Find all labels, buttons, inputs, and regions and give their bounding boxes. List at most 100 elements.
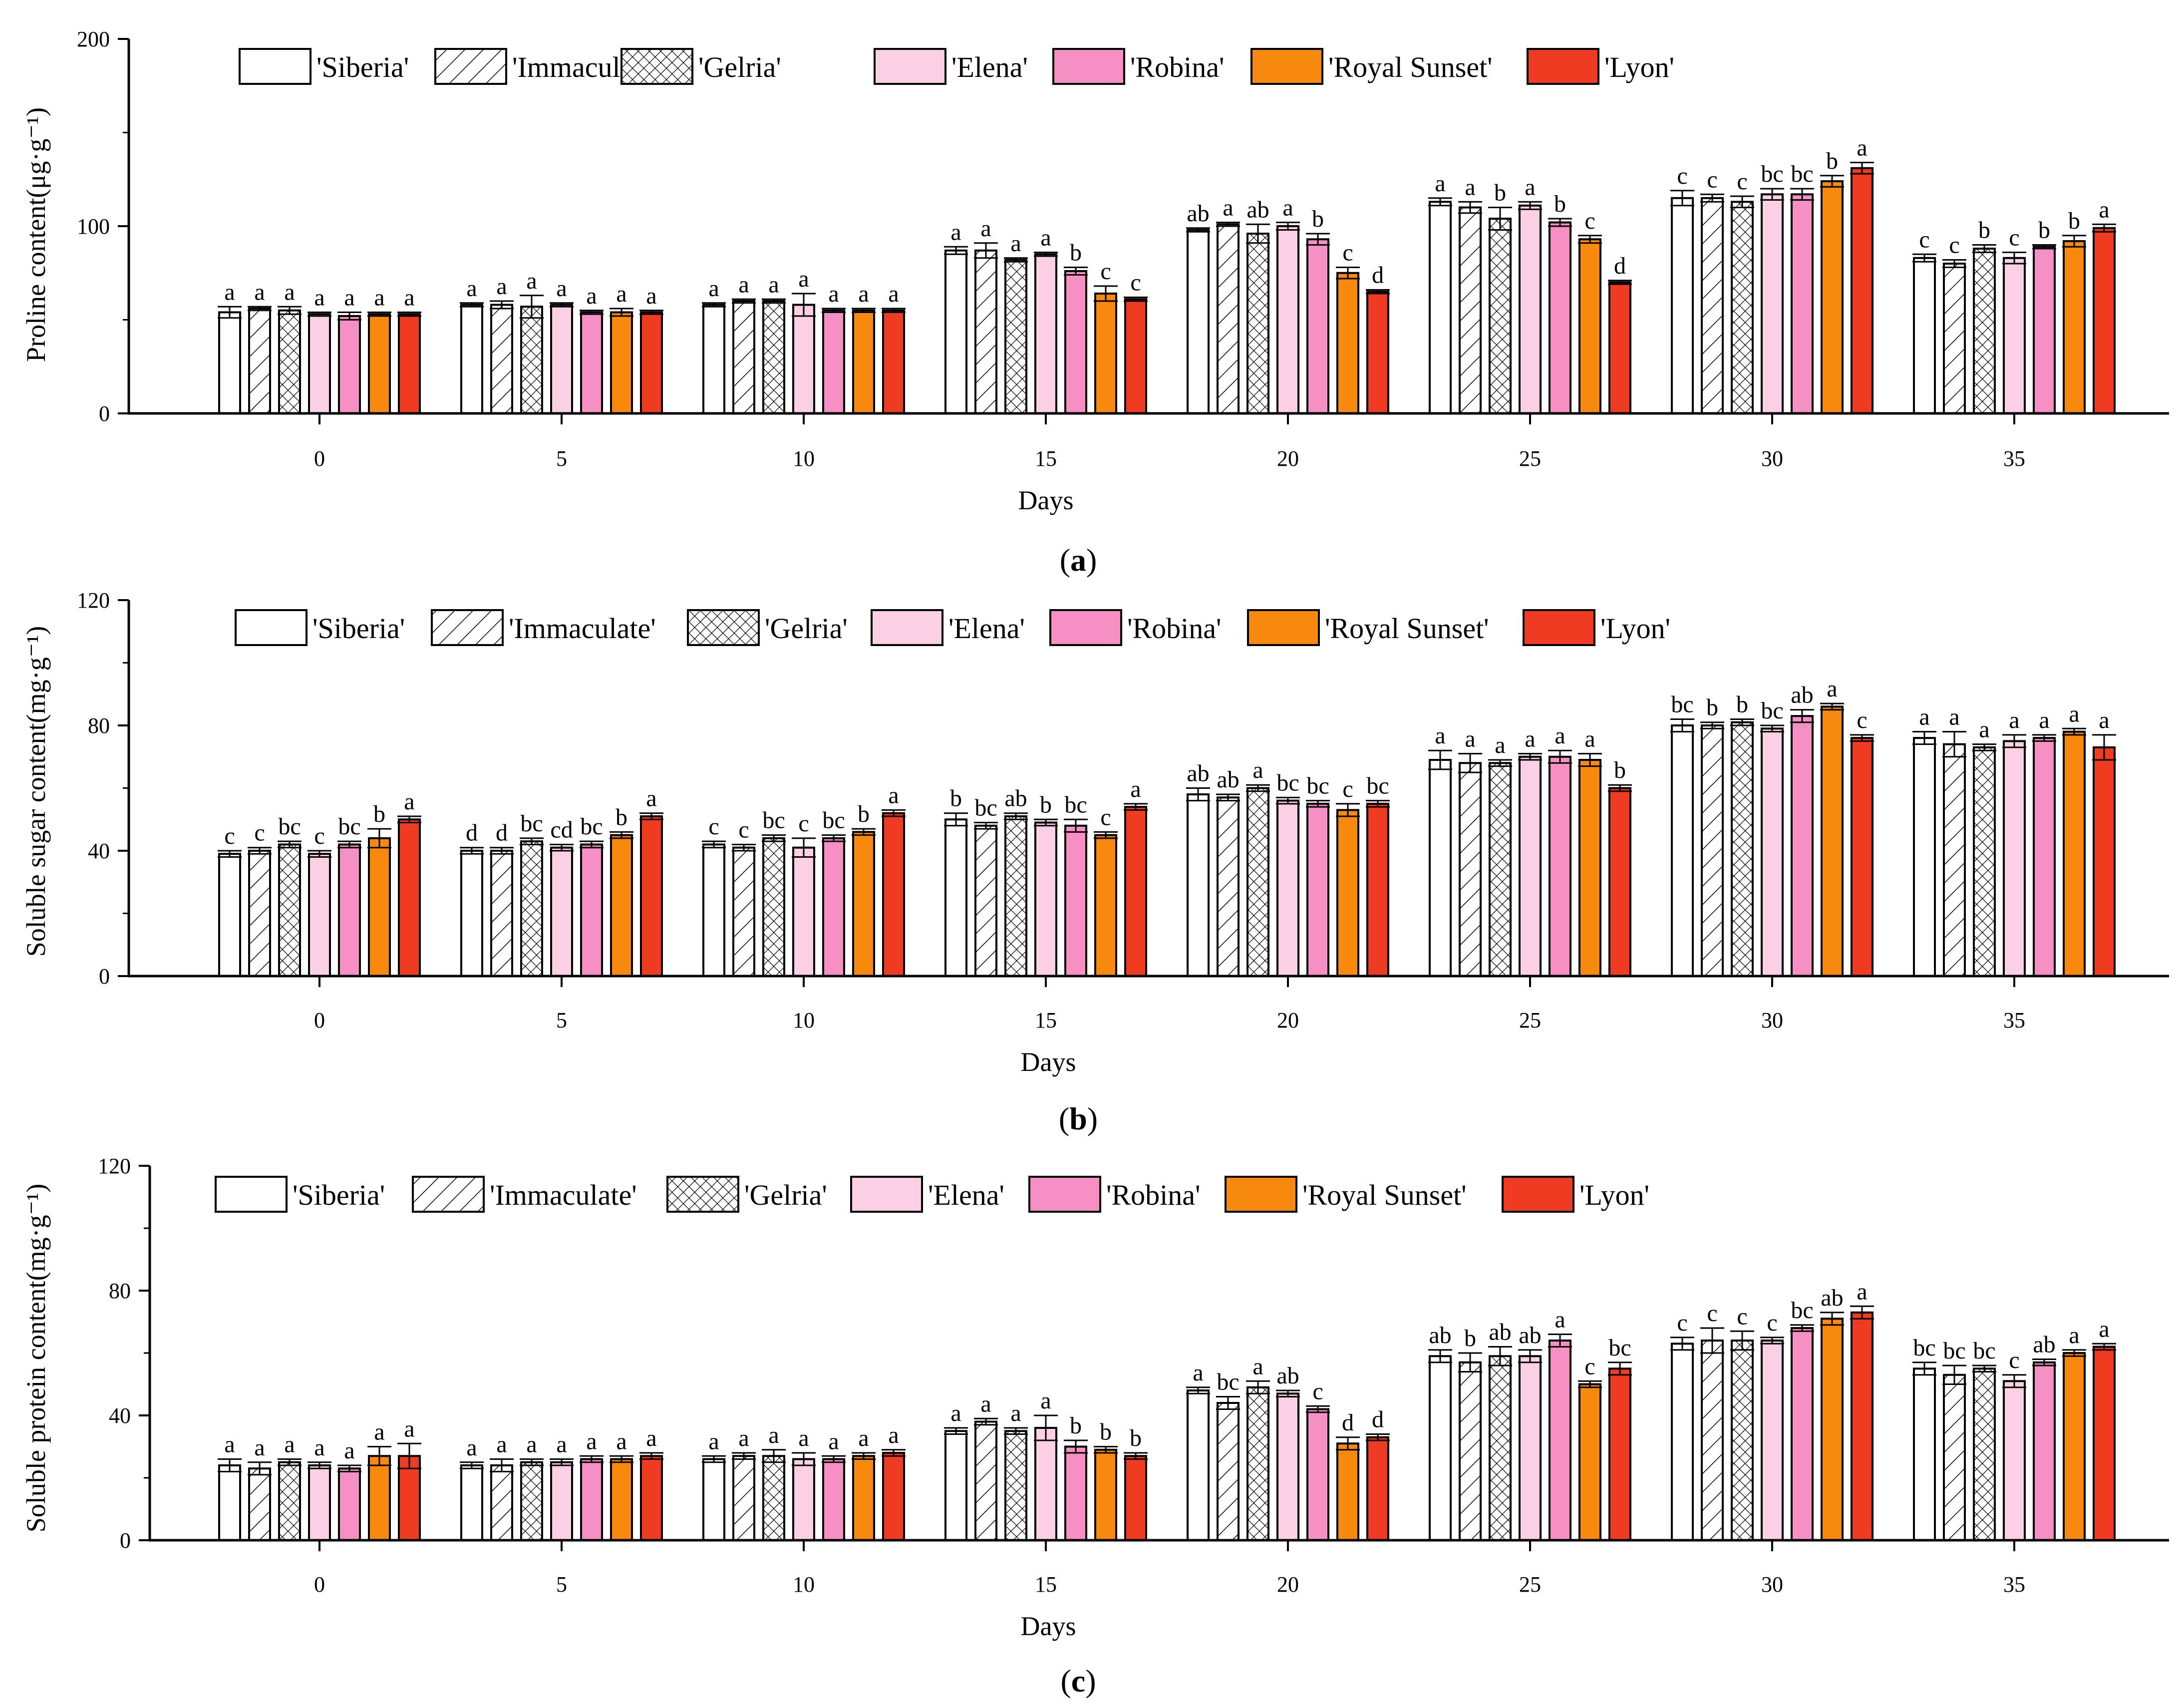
significance-label: a bbox=[738, 1425, 749, 1451]
significance-label: a bbox=[828, 281, 839, 307]
x-tick-label: 30 bbox=[1761, 446, 1783, 471]
significance-label: bc bbox=[1791, 161, 1813, 187]
significance-label: d bbox=[1372, 1406, 1384, 1433]
bar-gelria bbox=[762, 837, 785, 978]
bar-immaculate bbox=[1217, 1402, 1240, 1541]
bar-immaculate bbox=[1943, 1373, 1966, 1541]
significance-label: b bbox=[2038, 217, 2050, 244]
legend-swatch-immaculate bbox=[431, 609, 504, 646]
significance-label: a bbox=[586, 283, 597, 309]
x-tick-label: 0 bbox=[314, 1008, 325, 1032]
bar-lyon bbox=[1851, 1311, 1873, 1541]
bar-siberia bbox=[702, 1458, 725, 1541]
legend-label: 'Royal Sunset' bbox=[1325, 612, 1489, 645]
legend-label: 'Lyon' bbox=[1600, 612, 1670, 645]
x-tick-label: 20 bbox=[1277, 446, 1299, 471]
bar-immaculate bbox=[1701, 724, 1724, 977]
legend-swatch-robina bbox=[1049, 609, 1122, 646]
significance-label: b bbox=[950, 785, 962, 812]
bar-immaculate bbox=[1943, 263, 1966, 414]
significance-label: a bbox=[1525, 725, 1535, 752]
bar-gelria bbox=[1731, 201, 1754, 414]
bar-lyon bbox=[398, 1455, 421, 1541]
bar-elena bbox=[308, 853, 331, 978]
bar-royal-sunset bbox=[610, 834, 633, 977]
bar-gelria bbox=[1489, 1355, 1512, 1541]
bar-immaculate bbox=[1459, 1361, 1482, 1541]
significance-label: a bbox=[1857, 135, 1867, 161]
significance-label: a bbox=[980, 1390, 991, 1417]
bar-elena bbox=[1519, 204, 1542, 414]
significance-label: c bbox=[1677, 1310, 1687, 1336]
bar-robina bbox=[580, 311, 603, 414]
bar-elena bbox=[550, 304, 573, 414]
bar-robina bbox=[1549, 221, 1571, 414]
significance-label: a bbox=[526, 268, 537, 294]
bar-royal-sunset bbox=[852, 1455, 875, 1541]
bar-gelria bbox=[520, 840, 543, 978]
bar-elena bbox=[550, 846, 573, 977]
significance-label: a bbox=[646, 283, 656, 309]
bar-elena bbox=[308, 1464, 331, 1541]
bar-lyon bbox=[1366, 802, 1389, 977]
significance-label: b bbox=[2068, 208, 2080, 234]
bar-gelria bbox=[1489, 762, 1512, 978]
bar-immaculate bbox=[974, 1420, 997, 1541]
significance-label: a bbox=[284, 1431, 295, 1458]
significance-label: a bbox=[1435, 722, 1445, 749]
bar-immaculate bbox=[1701, 1340, 1724, 1541]
significance-label: b bbox=[1554, 191, 1566, 217]
bar-elena bbox=[1519, 755, 1542, 977]
x-tick-label: 35 bbox=[2003, 446, 2025, 471]
bar-immaculate bbox=[1217, 796, 1240, 977]
significance-label: bc bbox=[1943, 1338, 1965, 1364]
significance-label: c bbox=[1737, 168, 1747, 195]
significance-label: d bbox=[1342, 1409, 1354, 1436]
legend-label: 'Robina' bbox=[1130, 51, 1224, 83]
bar-royal-sunset bbox=[1094, 293, 1117, 414]
legend-swatch-lyon bbox=[1502, 1176, 1574, 1213]
significance-label: a bbox=[1465, 174, 1475, 200]
x-tick-label: 15 bbox=[1035, 446, 1057, 471]
legend-swatch-immaculate bbox=[412, 1176, 485, 1213]
bar-siberia bbox=[1913, 257, 1936, 414]
significance-label: a bbox=[284, 279, 295, 305]
significance-label: ab bbox=[1276, 1363, 1299, 1389]
significance-label: bc bbox=[822, 807, 845, 834]
significance-label: a bbox=[1040, 1387, 1051, 1414]
bar-lyon bbox=[1608, 1367, 1631, 1541]
panel-c-xlabel: Days bbox=[1021, 1611, 1076, 1641]
significance-label: a bbox=[2009, 707, 2019, 733]
bar-gelria bbox=[278, 1461, 301, 1541]
bar-lyon bbox=[1608, 787, 1631, 977]
legend-label: 'Lyon' bbox=[1604, 51, 1674, 83]
significance-label: a bbox=[1010, 1400, 1021, 1426]
significance-label: a bbox=[1252, 757, 1263, 783]
legend-swatch-robina bbox=[1052, 48, 1125, 85]
significance-label: a bbox=[556, 1431, 567, 1458]
bar-lyon bbox=[1124, 298, 1147, 414]
panel-c-caption-letter: c bbox=[1071, 1663, 1085, 1699]
bar-siberia bbox=[702, 843, 725, 977]
bar-robina bbox=[1549, 755, 1571, 977]
significance-label: a bbox=[1465, 725, 1475, 752]
legend-swatch-robina bbox=[1028, 1176, 1101, 1213]
y-tick-label: 80 bbox=[109, 1279, 131, 1303]
significance-label: a bbox=[888, 1422, 899, 1448]
legend-label: 'Gelria' bbox=[698, 51, 781, 83]
bar-royal-sunset bbox=[1336, 1442, 1359, 1541]
bar-royal-sunset bbox=[852, 831, 875, 977]
significance-label: a bbox=[374, 285, 384, 311]
bar-siberia bbox=[1913, 1367, 1936, 1541]
significance-label: a bbox=[496, 273, 507, 300]
significance-label: d bbox=[496, 820, 508, 846]
significance-label: a bbox=[616, 1428, 626, 1454]
bar-elena bbox=[308, 313, 331, 414]
bar-lyon bbox=[1366, 1436, 1389, 1541]
significance-label: c bbox=[1100, 258, 1111, 285]
bar-immaculate bbox=[974, 824, 997, 978]
bar-immaculate bbox=[248, 308, 271, 414]
bar-gelria bbox=[1731, 721, 1754, 977]
significance-label: c bbox=[1919, 226, 1929, 253]
significance-label: c bbox=[1857, 707, 1867, 733]
